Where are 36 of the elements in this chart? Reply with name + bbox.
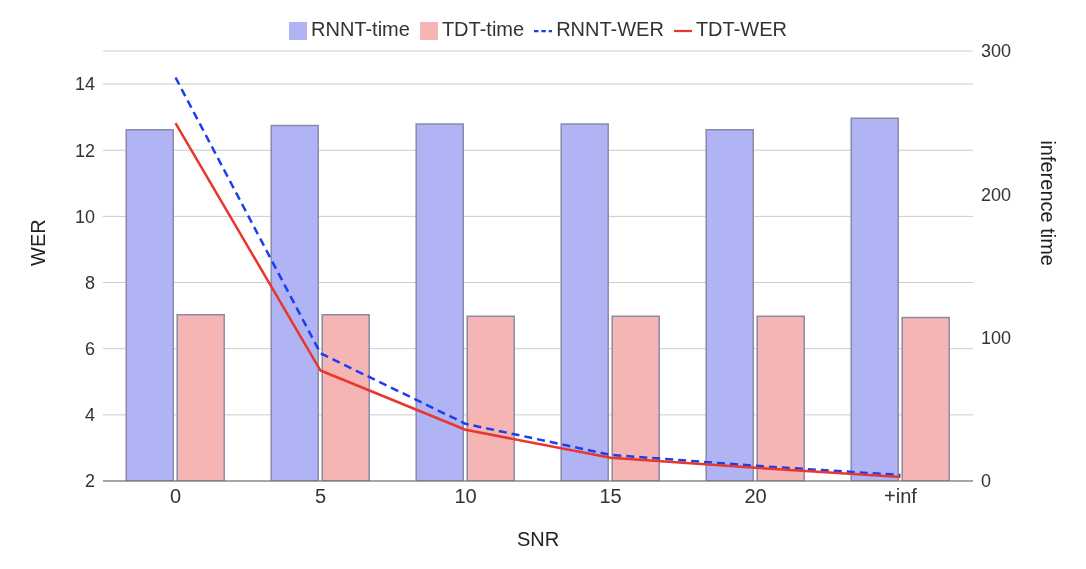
- x-tick-label: +inf: [884, 485, 918, 508]
- bar: [850, 117, 899, 481]
- bar: [176, 313, 225, 481]
- x-tick-label: 20: [744, 485, 767, 508]
- x-tick-label: 5: [314, 485, 327, 508]
- x-tick-label: 10: [454, 485, 477, 508]
- y2-tick-label: 200: [981, 184, 1012, 205]
- bar: [415, 123, 464, 481]
- y-tick-label: 6: [84, 339, 95, 360]
- bar: [560, 123, 609, 481]
- y2-tick-label: 100: [981, 328, 1012, 349]
- legend-label: TDT-time: [441, 18, 525, 40]
- bar: [705, 129, 754, 481]
- y-tick-label: 14: [74, 74, 95, 95]
- y-tick-label: 12: [74, 140, 95, 161]
- legend-label: RNNT-time: [311, 18, 410, 40]
- y2-tick-label: 300: [981, 41, 1012, 62]
- bar: [901, 316, 950, 481]
- bar: [125, 129, 174, 481]
- bar: [756, 315, 805, 481]
- x-axis-title: SNR: [516, 528, 560, 550]
- bar: [611, 315, 660, 481]
- y-tick-label: 2: [84, 471, 95, 492]
- y-axis-title: WER: [27, 219, 50, 266]
- x-tick-label: 0: [169, 485, 182, 508]
- y2-axis-title: inference time: [1036, 140, 1059, 266]
- bar: [270, 124, 319, 481]
- y-tick-label: 8: [84, 272, 95, 293]
- bar: [321, 313, 370, 481]
- y-tick-label: 4: [84, 405, 95, 426]
- x-tick-label: 15: [599, 485, 622, 508]
- y-tick-label: 10: [74, 206, 95, 227]
- legend-label: RNNT-WER: [556, 18, 664, 40]
- y2-tick-label: 0: [981, 471, 992, 492]
- bar: [466, 315, 515, 481]
- legend-label: TDT-WER: [695, 18, 787, 40]
